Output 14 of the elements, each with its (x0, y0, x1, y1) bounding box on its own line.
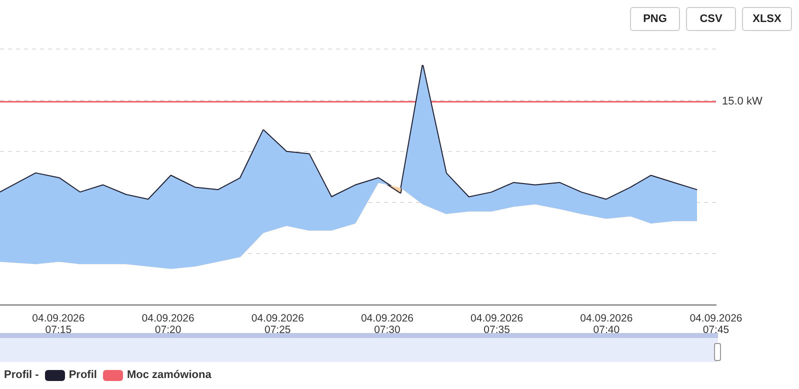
x-tick-label: 04.09.2026 07:40 (580, 312, 633, 336)
legend-title: Profil - (4, 369, 39, 381)
x-tick-label: 04.09.2026 07:20 (142, 312, 194, 336)
x-tick-label: 04.09.2026 07:35 (470, 312, 524, 336)
x-tick-label: 04.09.2026 07:25 (251, 312, 304, 336)
text: PNG (630, 7, 680, 31)
x-tick-label: 04.09.2026 07:15 (32, 312, 85, 336)
text: XLSX (742, 7, 792, 31)
annotation: 15.0 kW (722, 96, 763, 108)
text: CSV (686, 7, 736, 31)
x-tick-label: 04.09.2026 07:30 (360, 312, 414, 336)
legend-label: Moc zamówiona (126, 369, 212, 381)
x-tick-label: 04.09.2026 07:45 (690, 312, 742, 336)
legend-label: Profil (68, 369, 97, 381)
